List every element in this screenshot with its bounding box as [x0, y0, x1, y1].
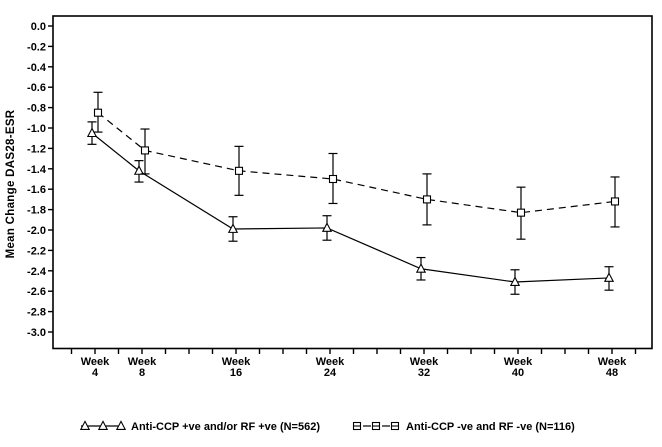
data-point-square [328, 174, 338, 184]
x-tick-label-week: Week [222, 356, 251, 368]
x-tick-label-week: Week [410, 356, 439, 368]
x-tick-label-week: Week [316, 356, 345, 368]
plot-series-area [86, 91, 620, 295]
legend-marker-triangle [97, 420, 109, 430]
y-tick-label: -1.0 [27, 123, 46, 135]
legend-label-negative: Anti-CCP -ve and RF -ve (N=116) [406, 421, 575, 433]
data-point-triangle [227, 223, 239, 233]
data-point-square [140, 146, 150, 155]
y-tick-label: -1.4 [27, 164, 47, 176]
x-tick-label-number: 40 [512, 367, 524, 379]
x-tick-label-week: Week [598, 356, 627, 368]
data-point-square [234, 166, 244, 175]
y-tick-label: -2.2 [27, 245, 46, 257]
data-point-triangle [133, 165, 145, 175]
y-tick-label: -0.2 [27, 41, 46, 53]
data-point-square [516, 208, 526, 217]
x-tick-label-number: 4 [92, 367, 99, 379]
data-point-triangle [415, 262, 427, 273]
x-tick-label-number: 32 [418, 367, 430, 379]
y-tick-label: -1.8 [27, 205, 46, 217]
x-tick-label-week: Week [81, 356, 110, 368]
y-tick-label: -3.0 [27, 327, 46, 339]
data-point-square [93, 108, 103, 117]
y-axis-title: Mean Change DAS28-ESR [5, 109, 17, 258]
legend-marker-triangle [115, 420, 127, 430]
data-point-square [610, 197, 620, 206]
y-tick-label: -2.4 [27, 266, 47, 278]
data-point-triangle [321, 222, 333, 232]
y-axis-ticks: 0.0 -0.2 -0.4 -0.6 -0.8 -1.0 -1.2 -1.4 -1.6 -1.8 -… [27, 21, 53, 339]
data-point-triangle [603, 272, 615, 282]
x-tick-label-number: 8 [139, 367, 145, 379]
series-line-dashed [97, 112, 616, 214]
x-tick-label-number: 16 [230, 367, 242, 379]
x-tick-label-number: 24 [324, 367, 337, 379]
y-tick-label: -1.6 [27, 184, 46, 196]
y-tick-label: 0.0 [31, 21, 46, 33]
legend: Anti-CCP +ve and/or RF +ve (N=562) Anti-… [79, 420, 575, 433]
data-point-square [422, 195, 432, 204]
y-tick-label: -0.8 [27, 103, 46, 115]
legend-marker-glyphs [79, 420, 400, 431]
y-tick-label: -2.6 [27, 286, 46, 298]
data-point-triangle [509, 276, 521, 286]
x-tick-label-week: Week [128, 356, 157, 368]
y-tick-label: -1.2 [27, 143, 46, 155]
legend-marker-triangle [79, 420, 91, 430]
x-tick-label-week: Week [504, 356, 533, 368]
y-tick-label: -0.6 [27, 82, 46, 94]
x-tick-label-number: 48 [606, 367, 618, 379]
y-tick-label: -2.0 [27, 225, 46, 237]
y-tick-label: -2.8 [27, 307, 46, 319]
y-tick-label: -0.4 [27, 62, 47, 74]
legend-label-positive: Anti-CCP +ve and/or RF +ve (N=562) [131, 421, 320, 433]
plot-frame [52, 15, 653, 350]
